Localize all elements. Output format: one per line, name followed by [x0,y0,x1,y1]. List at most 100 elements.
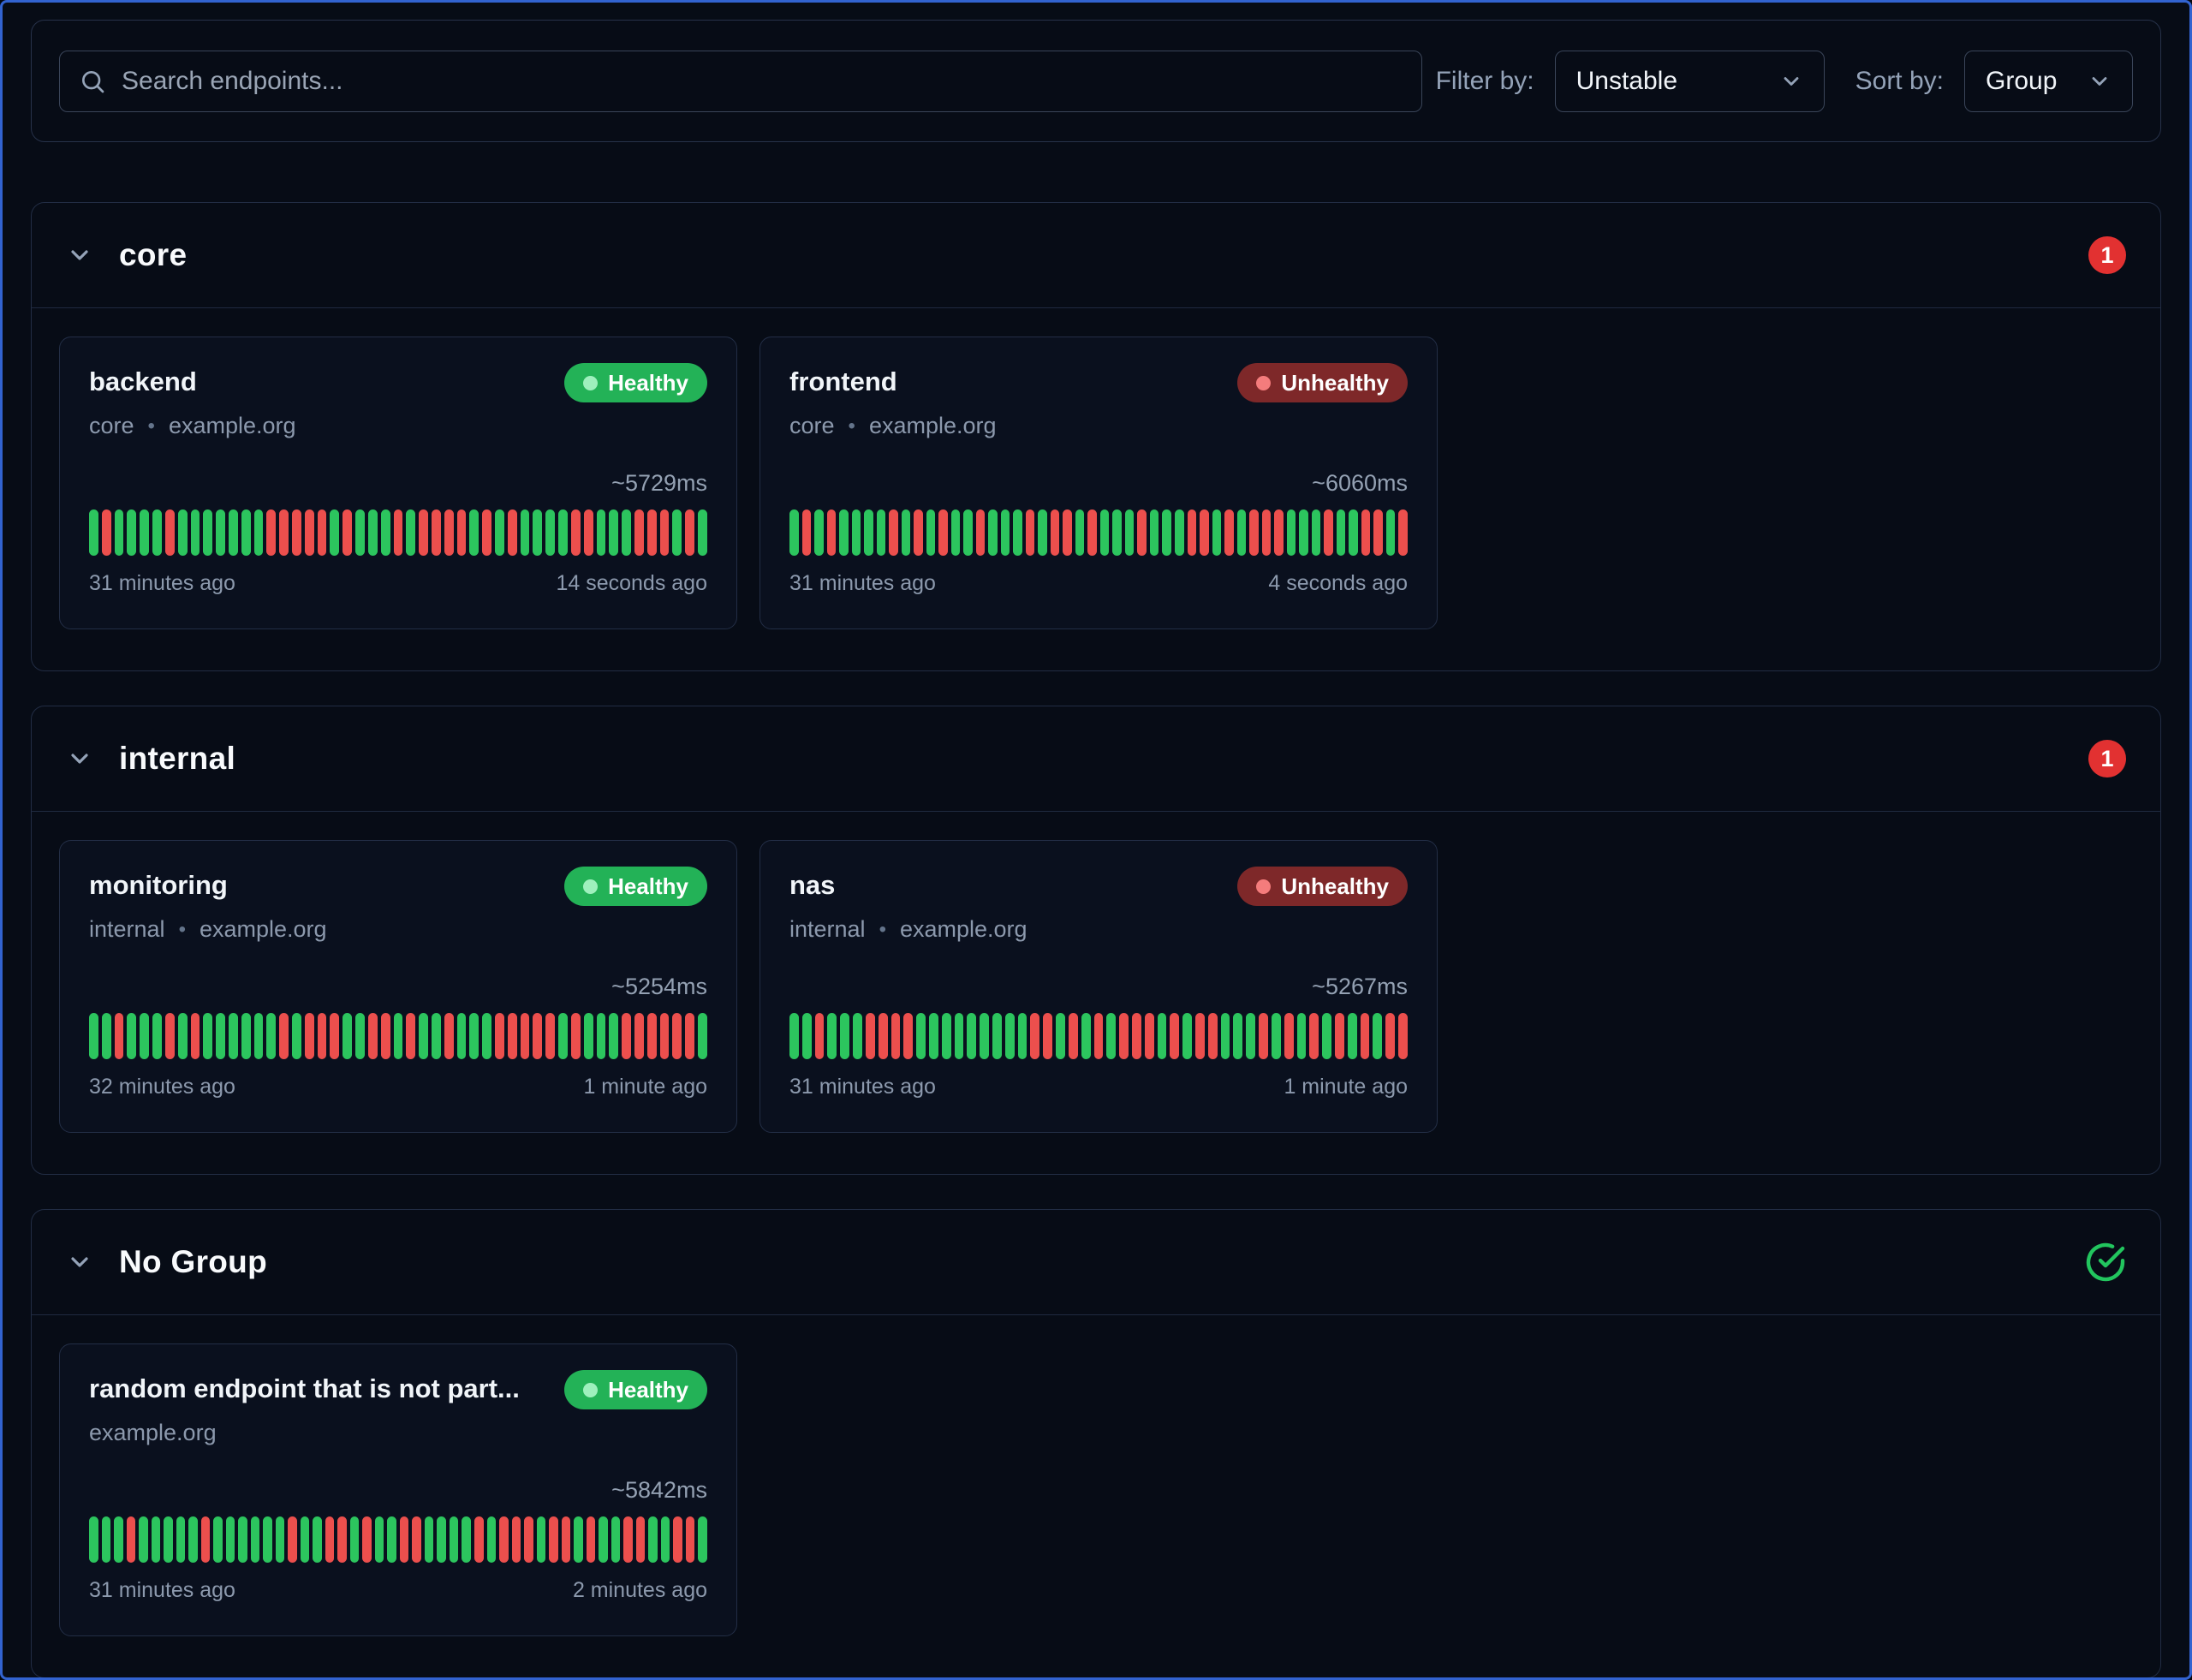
result-bar-failure[interactable] [317,1013,327,1059]
result-bar-failure[interactable] [635,1516,646,1563]
result-bar-failure[interactable] [101,509,111,556]
result-bar-success[interactable] [992,1013,1002,1059]
result-bar-success[interactable] [574,1516,583,1563]
result-bar-success[interactable] [152,1013,162,1059]
result-bar-failure[interactable] [1030,1013,1040,1059]
result-bar-success[interactable] [950,509,961,556]
result-bar-failure[interactable] [586,1516,596,1563]
result-bar-failure[interactable] [938,509,948,556]
result-bar-failure[interactable] [975,509,986,556]
result-bar-success[interactable] [456,1013,467,1059]
result-bar-success[interactable] [225,1516,235,1563]
result-bar-success[interactable] [203,1013,213,1059]
result-bar-failure[interactable] [1050,509,1060,556]
result-bar-success[interactable] [545,509,556,556]
result-bar-success[interactable] [1099,509,1110,556]
result-bar-success[interactable] [387,1516,396,1563]
result-bar-failure[interactable] [1360,1013,1370,1059]
result-bar-failure[interactable] [890,1013,901,1059]
result-bar-failure[interactable] [549,1516,558,1563]
result-bar-success[interactable] [599,1516,608,1563]
result-bar-success[interactable] [424,1516,434,1563]
result-bar-success[interactable] [1212,509,1222,556]
result-bar-failure[interactable] [292,509,301,556]
result-bar-failure[interactable] [1373,509,1383,556]
result-bar-failure[interactable] [801,509,812,556]
result-bar-success[interactable] [533,509,543,556]
result-bar-failure[interactable] [337,1516,347,1563]
result-bar-success[interactable] [1246,1013,1256,1059]
result-bar-success[interactable] [1336,509,1346,556]
result-bar-success[interactable] [1385,509,1396,556]
result-bar-failure[interactable] [685,509,694,556]
result-bar-failure[interactable] [1249,509,1259,556]
result-bar-success[interactable] [916,1013,926,1059]
result-bar-success[interactable] [406,509,416,556]
result-bar-failure[interactable] [495,1013,504,1059]
result-bar-success[interactable] [609,509,619,556]
result-bar-success[interactable] [901,509,911,556]
result-bar-success[interactable] [1220,1013,1230,1059]
result-bar-failure[interactable] [380,1013,390,1059]
result-bar-failure[interactable] [1043,1013,1053,1059]
result-bar-failure[interactable] [570,509,581,556]
result-bar-success[interactable] [660,1516,670,1563]
result-bar-failure[interactable] [914,509,923,556]
result-bar-success[interactable] [275,1516,285,1563]
result-bar-success[interactable] [558,509,568,556]
result-bar-failure[interactable] [114,1013,124,1059]
result-bar-failure[interactable] [685,1013,694,1059]
result-bar-success[interactable] [1081,1013,1091,1059]
result-bar-failure[interactable] [1309,1013,1319,1059]
result-bar-failure[interactable] [524,1516,533,1563]
result-bar-failure[interactable] [1207,1013,1218,1059]
result-bar-failure[interactable] [325,1516,335,1563]
result-bar-failure[interactable] [826,509,837,556]
result-bar-success[interactable] [349,1516,360,1563]
endpoint-card[interactable]: frontend Unhealthy core • example.org ~6… [759,337,1438,629]
result-bar-success[interactable] [801,1013,812,1059]
result-bar-failure[interactable] [533,1013,543,1059]
result-bar-failure[interactable] [126,1516,136,1563]
result-bar-success[interactable] [367,509,378,556]
result-bar-failure[interactable] [507,1013,517,1059]
result-bar-success[interactable] [241,509,251,556]
result-bar-success[interactable] [536,1516,546,1563]
result-bar-failure[interactable] [1119,1013,1129,1059]
result-bar-failure[interactable] [903,1013,914,1059]
result-bar-failure[interactable] [1200,509,1209,556]
result-bar-success[interactable] [139,1516,148,1563]
result-bar-success[interactable] [228,1013,238,1059]
endpoint-card[interactable]: random endpoint that is not part... Heal… [59,1343,737,1636]
result-bar-failure[interactable] [814,1013,825,1059]
result-bar-success[interactable] [520,509,530,556]
result-bar-success[interactable] [648,1516,658,1563]
result-bar-success[interactable] [1233,1013,1243,1059]
result-bar-failure[interactable] [164,509,175,556]
result-bar-success[interactable] [1004,1013,1015,1059]
result-bar-success[interactable] [355,1013,365,1059]
group-header[interactable]: core 1 [32,203,2160,308]
result-bar-success[interactable] [462,1516,471,1563]
result-bar-success[interactable] [1038,509,1047,556]
result-bar-failure[interactable] [889,509,898,556]
result-bar-failure[interactable] [266,509,277,556]
result-bar-failure[interactable] [190,1013,200,1059]
result-bar-failure[interactable] [1195,1013,1205,1059]
result-bar-success[interactable] [469,1013,480,1059]
result-bar-success[interactable] [469,509,480,556]
result-bar-failure[interactable] [878,1013,888,1059]
result-bar-failure[interactable] [342,509,353,556]
result-bar-failure[interactable] [1087,509,1097,556]
result-bar-failure[interactable] [1170,1013,1180,1059]
result-bar-failure[interactable] [499,1516,509,1563]
result-bar-success[interactable] [851,509,861,556]
result-bar-success[interactable] [216,1013,225,1059]
result-bar-success[interactable] [1296,1013,1307,1059]
result-bar-success[interactable] [698,1516,707,1563]
result-bar-success[interactable] [164,1516,173,1563]
result-bar-success[interactable] [941,1013,951,1059]
sort-select[interactable]: Group [1964,50,2133,112]
result-bar-success[interactable] [380,509,390,556]
result-bar-failure[interactable] [1259,1013,1268,1059]
